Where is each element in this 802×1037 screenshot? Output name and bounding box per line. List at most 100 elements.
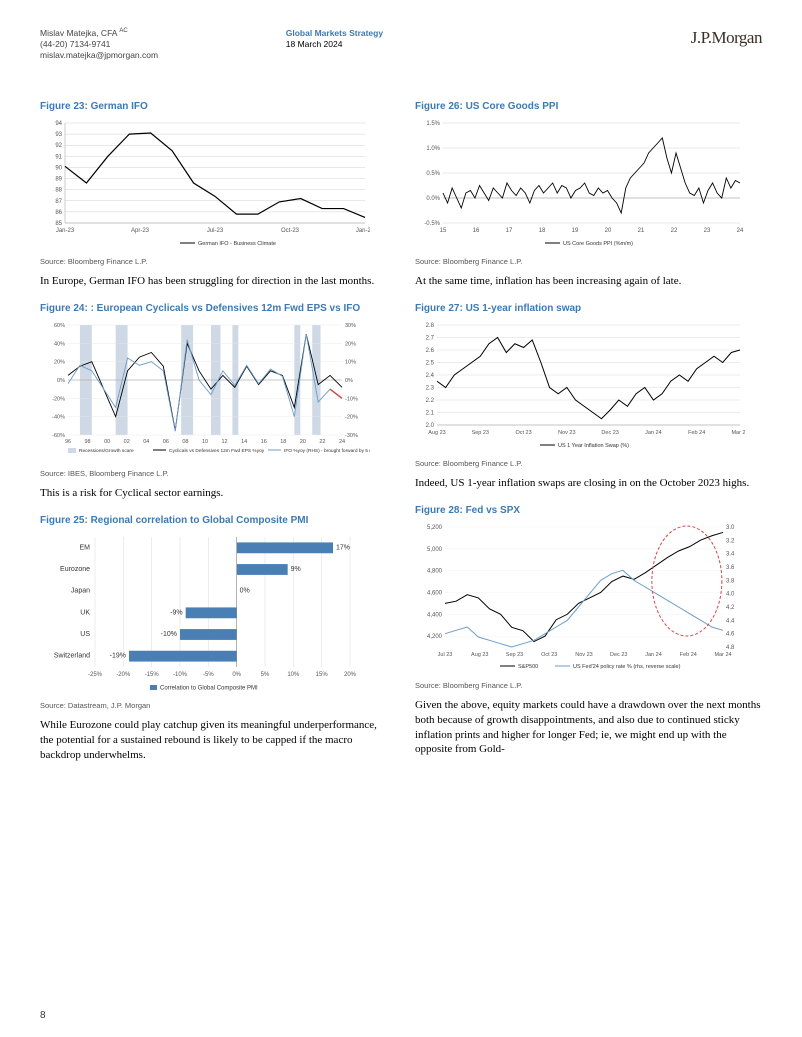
svg-text:00: 00 (104, 439, 110, 445)
fig26-title: Figure 26: US Core Goods PPI (415, 101, 762, 112)
svg-text:2.4: 2.4 (426, 373, 435, 379)
svg-text:21: 21 (638, 228, 645, 234)
svg-text:16: 16 (261, 439, 267, 445)
fig25-source: Source: Datastream, J.P. Morgan (40, 701, 387, 710)
fig26-chart: -0.5%0.0%0.5%1.0%1.5%1516171819202122232… (415, 118, 762, 251)
right-column: Figure 26: US Core Goods PPI -0.5%0.0%0.… (415, 101, 762, 776)
svg-text:89: 89 (55, 177, 62, 183)
svg-text:Japan: Japan (71, 588, 90, 595)
svg-text:91: 91 (55, 154, 62, 160)
svg-text:4.4: 4.4 (726, 618, 735, 624)
svg-text:-9%: -9% (170, 609, 182, 616)
svg-text:Jul 23: Jul 23 (438, 652, 453, 658)
svg-text:04: 04 (143, 439, 149, 445)
svg-text:40%: 40% (54, 341, 65, 347)
svg-text:-40%: -40% (52, 415, 65, 421)
svg-text:Dec 23: Dec 23 (601, 430, 618, 436)
svg-text:-15%: -15% (145, 672, 160, 678)
svg-text:15%: 15% (316, 672, 329, 678)
svg-text:02: 02 (124, 439, 130, 445)
svg-text:German IFO - Business Climate: German IFO - Business Climate (198, 241, 276, 247)
svg-text:-20%: -20% (345, 415, 358, 421)
svg-text:88: 88 (55, 188, 62, 194)
fig28-title: Figure 28: Fed vs SPX (415, 505, 762, 516)
left-column: Figure 23: German IFO 858687888990919293… (40, 101, 387, 776)
svg-text:Oct 23: Oct 23 (515, 430, 531, 436)
fig27-title: Figure 27: US 1-year inflation swap (415, 303, 762, 314)
author-name: Mislav Matejka, CFA (40, 28, 117, 38)
svg-text:20: 20 (300, 439, 306, 445)
svg-text:Recessions/Growth scare: Recessions/Growth scare (79, 448, 134, 454)
svg-text:US: US (80, 631, 90, 638)
jpmorgan-logo: J.P.Morgan (691, 28, 762, 48)
svg-text:4,600: 4,600 (427, 590, 443, 596)
svg-text:Dec 23: Dec 23 (610, 652, 627, 658)
svg-text:4.8: 4.8 (726, 645, 735, 651)
svg-text:Jan-23: Jan-23 (56, 228, 75, 234)
svg-text:1.5%: 1.5% (426, 121, 440, 127)
svg-text:17: 17 (506, 228, 513, 234)
svg-text:0%: 0% (57, 378, 65, 384)
svg-text:2.1: 2.1 (426, 410, 435, 416)
svg-text:17%: 17% (336, 544, 350, 551)
svg-text:-20%: -20% (52, 396, 65, 402)
svg-text:-60%: -60% (52, 433, 65, 439)
svg-text:Nov 23: Nov 23 (575, 652, 592, 658)
svg-text:-5%: -5% (203, 672, 214, 678)
svg-text:30%: 30% (345, 323, 356, 329)
svg-text:93: 93 (55, 132, 62, 138)
svg-text:5,000: 5,000 (427, 547, 443, 553)
svg-text:1.0%: 1.0% (426, 146, 440, 152)
svg-text:-25%: -25% (88, 672, 103, 678)
svg-text:10%: 10% (345, 360, 356, 366)
svg-text:Mar 24: Mar 24 (731, 430, 745, 436)
svg-text:18: 18 (280, 439, 286, 445)
svg-text:Oct 23: Oct 23 (541, 652, 557, 658)
svg-text:Apr-23: Apr-23 (131, 228, 150, 234)
fig27-text: Indeed, US 1-year inflation swaps are cl… (415, 476, 762, 491)
fig24-chart: -60%-40%-20%0%20%40%60%-30%-20%-10%0%10%… (40, 320, 387, 463)
svg-text:Cyclicals vs Defensives 12m Fw: Cyclicals vs Defensives 12m Fwd EPS %yoy (169, 448, 265, 454)
svg-text:24: 24 (737, 228, 744, 234)
svg-text:3.2: 3.2 (726, 538, 735, 544)
svg-text:Oct-23: Oct-23 (281, 228, 300, 234)
svg-text:0.5%: 0.5% (426, 171, 440, 177)
svg-text:20%: 20% (54, 360, 65, 366)
svg-text:96: 96 (65, 439, 71, 445)
svg-text:2.7: 2.7 (426, 335, 435, 341)
fig23-title: Figure 23: German IFO (40, 101, 387, 112)
content-columns: Figure 23: German IFO 858687888990919293… (40, 101, 762, 776)
fig23-chart: 85868788899091929394Jan-23Apr-23Jul-23Oc… (40, 118, 387, 251)
svg-text:Nov 23: Nov 23 (558, 430, 575, 436)
svg-text:IFO %yoy (RHS) - brought forwa: IFO %yoy (RHS) - brought forward by 5 mo… (284, 448, 370, 454)
svg-text:Feb 24: Feb 24 (680, 652, 697, 658)
author-email: mislav.matejka@jpmorgan.com (40, 50, 158, 61)
svg-text:2.2: 2.2 (426, 398, 435, 404)
svg-text:23: 23 (704, 228, 711, 234)
fig25-text: While Eurozone could play catchup given … (40, 718, 387, 763)
svg-text:UK: UK (80, 609, 90, 616)
author-block: Mislav Matejka, CFA AC (44-20) 7134-9741… (40, 28, 158, 61)
svg-text:-20%: -20% (116, 672, 131, 678)
svg-text:0%: 0% (240, 588, 250, 595)
svg-text:US 1 Year Inflation Swap (%): US 1 Year Inflation Swap (%) (558, 443, 629, 449)
svg-text:4,200: 4,200 (427, 634, 443, 640)
svg-text:10%: 10% (287, 672, 300, 678)
svg-text:60%: 60% (54, 323, 65, 329)
svg-text:Sep 23: Sep 23 (506, 652, 523, 658)
fig25-title: Figure 25: Regional correlation to Globa… (40, 515, 387, 526)
svg-text:S&P500: S&P500 (518, 664, 538, 670)
svg-text:5%: 5% (261, 672, 270, 678)
svg-text:2.5: 2.5 (426, 360, 435, 366)
fig23-text: In Europe, German IFO has been strugglin… (40, 274, 387, 289)
svg-text:-10%: -10% (161, 631, 177, 638)
svg-text:Sep 23: Sep 23 (472, 430, 489, 436)
svg-text:87: 87 (55, 199, 62, 205)
svg-text:3.8: 3.8 (726, 578, 735, 584)
svg-text:Jul-23: Jul-23 (207, 228, 224, 234)
svg-text:-10%: -10% (345, 396, 358, 402)
svg-text:2.3: 2.3 (426, 385, 435, 391)
report-date: 18 March 2024 (286, 39, 383, 50)
strategy-block: Global Markets Strategy 18 March 2024 (286, 28, 383, 50)
author-phone: (44-20) 7134-9741 (40, 39, 158, 50)
